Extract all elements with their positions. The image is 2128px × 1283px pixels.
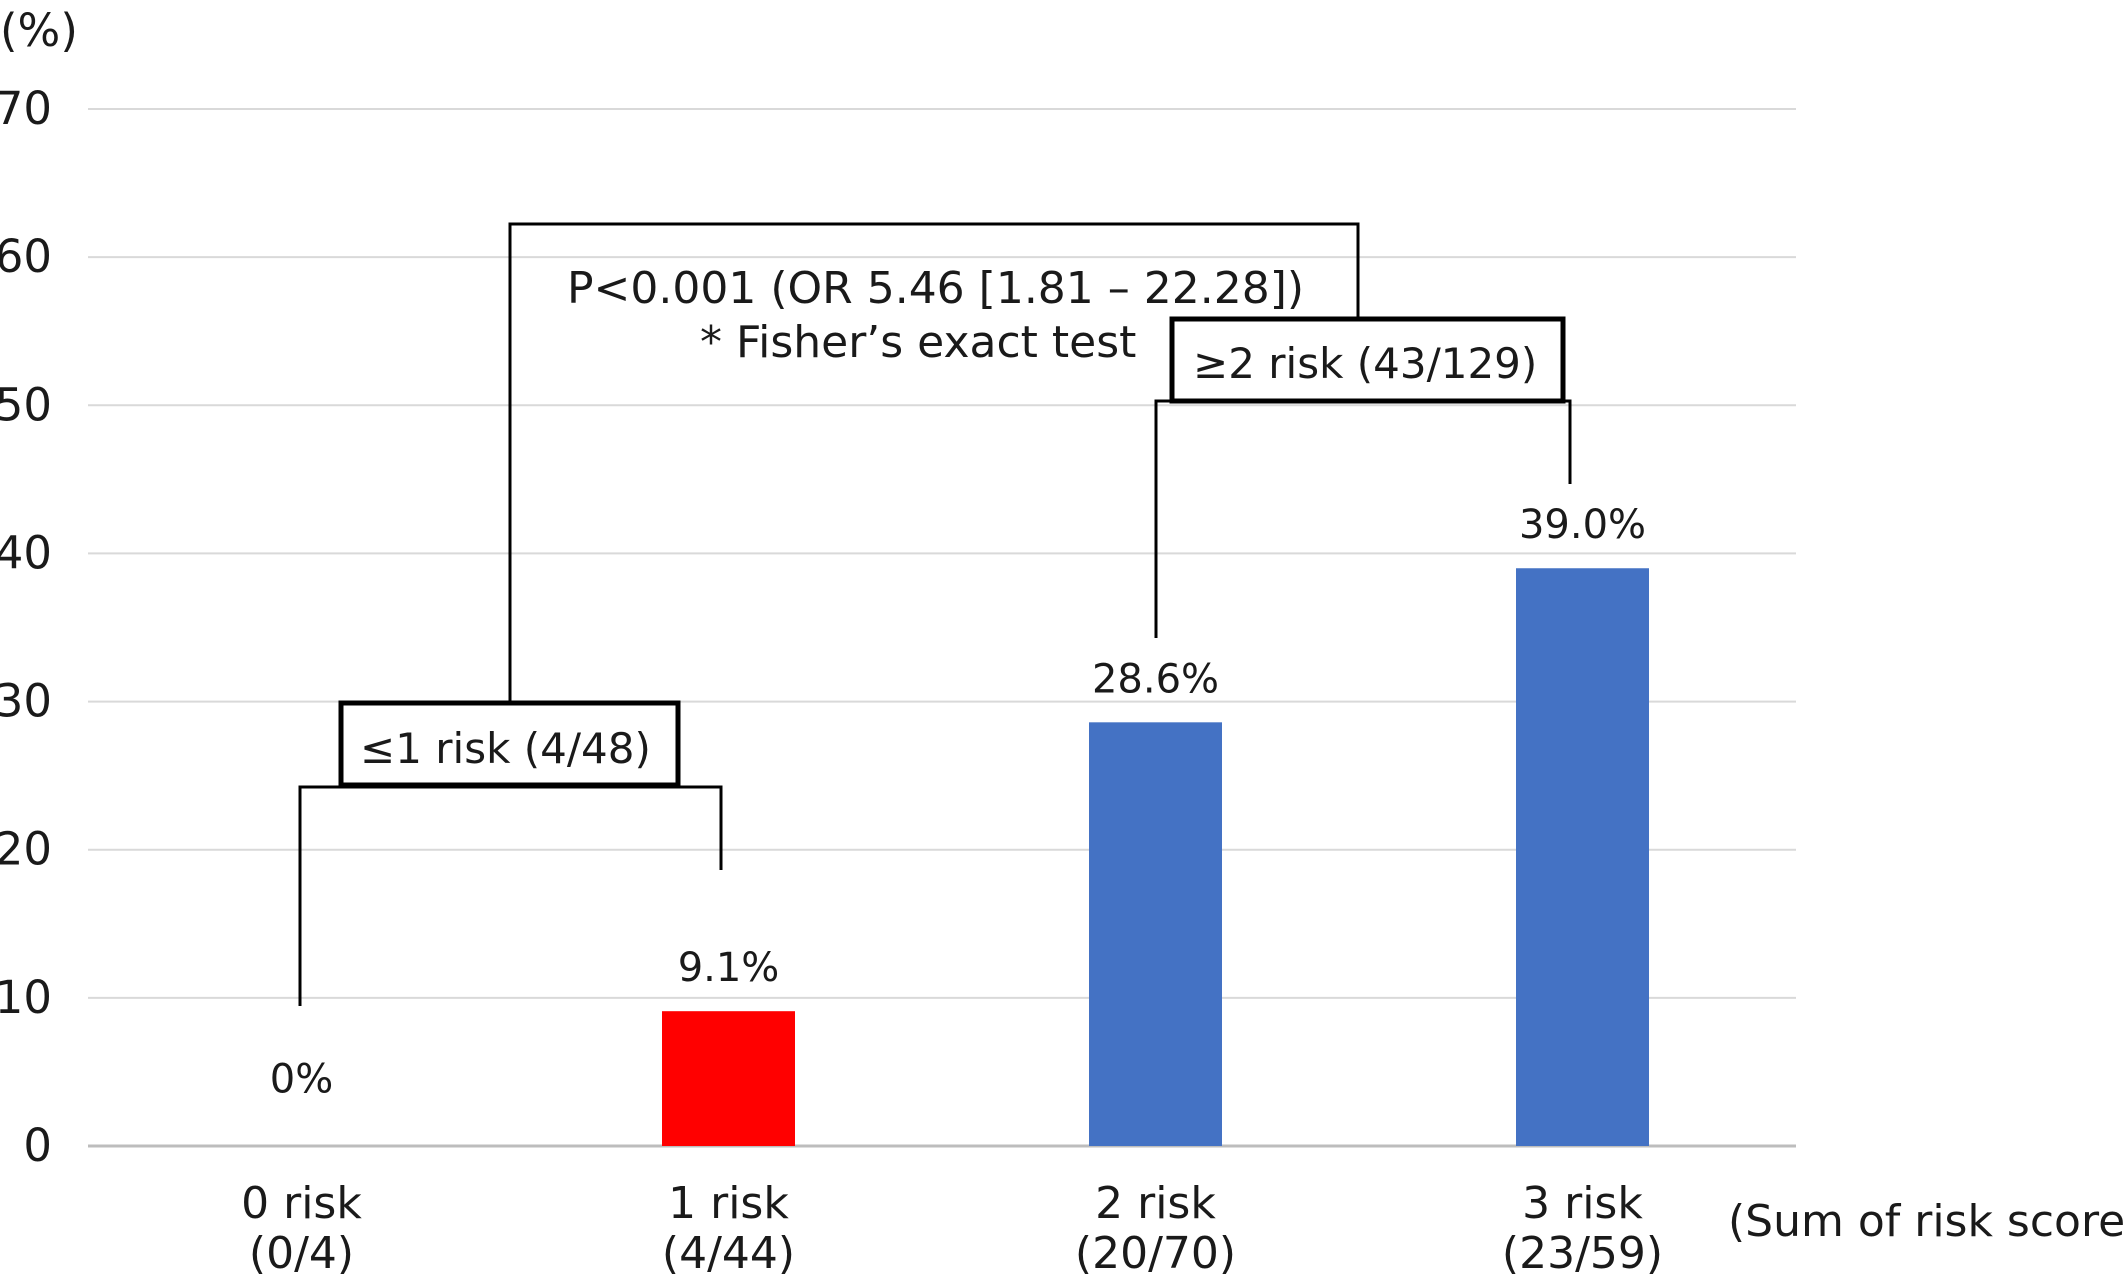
data-label: 39.0% <box>1519 502 1646 548</box>
comparison-bracket <box>508 222 1360 703</box>
y-axis-unit-label: (%) <box>0 4 78 57</box>
y-tick-label: 60 <box>0 230 52 283</box>
p-value-annotation: P<0.001 (OR 5.46 [1.81 – 22.28]) <box>567 263 1304 314</box>
x-tick-label: 2 risk <box>1095 1178 1216 1229</box>
y-tick-label: 70 <box>0 82 52 135</box>
y-axis-ticks: 0 10 20 30 40 50 60 70 <box>0 82 52 1172</box>
x-axis-label: (Sum of risk score) <box>1728 1196 2128 1247</box>
low-risk-group-label: ≤1 risk (4/48) <box>360 724 651 773</box>
y-tick-label: 0 <box>23 1119 52 1172</box>
data-label: 28.6% <box>1092 656 1219 702</box>
x-tick-count-label: (4/44) <box>662 1228 795 1279</box>
y-tick-label: 40 <box>0 526 52 579</box>
data-label: 9.1% <box>678 945 780 991</box>
bar <box>1516 568 1649 1146</box>
data-label: 0% <box>270 1057 333 1103</box>
y-tick-label: 10 <box>0 971 52 1024</box>
x-tick-count-label: (20/70) <box>1075 1228 1236 1279</box>
value-labels: 0% 9.1% 28.6% 39.0% <box>270 502 1646 1102</box>
bar <box>1089 722 1222 1146</box>
x-tick-label: 3 risk <box>1522 1178 1643 1229</box>
bars <box>662 568 1649 1146</box>
x-tick-count-label: (23/59) <box>1502 1228 1663 1279</box>
x-tick-count-label: (0/4) <box>249 1228 354 1279</box>
category-labels: 0 risk(0/4) 1 risk(4/44) 2 risk(20/70) 3 ri… <box>241 1178 1663 1279</box>
x-tick-label: 1 risk <box>668 1178 789 1229</box>
bar <box>662 1011 795 1146</box>
test-footnote: * Fisher’s exact test <box>700 317 1136 368</box>
y-tick-label: 20 <box>0 823 52 876</box>
high-risk-group-label: ≥2 risk (43/129) <box>1193 339 1537 388</box>
x-tick-label: 0 risk <box>241 1178 362 1229</box>
high-risk-group-bracket <box>1154 316 1572 638</box>
y-tick-label: 50 <box>0 378 52 431</box>
y-tick-label: 30 <box>0 675 52 728</box>
